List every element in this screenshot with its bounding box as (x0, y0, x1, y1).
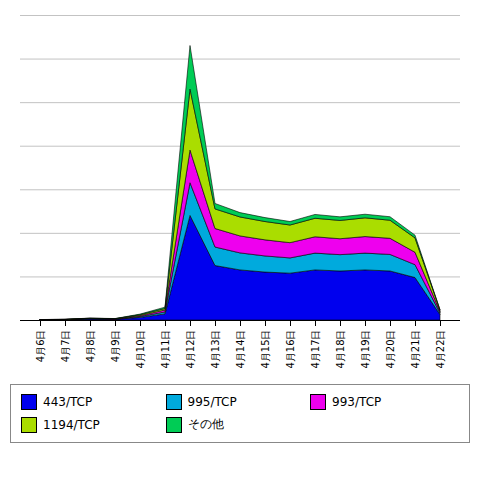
html-text:443/TCP: 443/TCP (43, 395, 93, 409)
svg-text:4月15日: 4月15日 (260, 330, 271, 369)
svg-text:4月7日: 4月7日 (60, 330, 71, 363)
svg-text:4月17日: 4月17日 (310, 330, 321, 369)
svg-text:4月13日: 4月13日 (210, 330, 221, 369)
svg-text:4月10日: 4月10日 (135, 330, 146, 369)
html-text:1194/TCP: 1194/TCP (43, 417, 100, 432)
svg-text:4月6日: 4月6日 (35, 330, 46, 363)
svg-text:4月11日: 4月11日 (160, 330, 171, 369)
svg-text:4月8日: 4月8日 (85, 330, 96, 363)
html-text:995/TCP: 995/TCP (187, 395, 237, 409)
svg-text:4月20日: 4月20日 (385, 330, 396, 369)
svg-text:4月16日: 4月16日 (285, 330, 296, 369)
svg-text:4月22日: 4月22日 (435, 330, 446, 369)
svg-text:4月9日: 4月9日 (110, 330, 121, 363)
svg-text:4月19日: 4月19日 (360, 330, 371, 369)
html-text:その他: その他 (187, 417, 224, 431)
svg-text:4月18日: 4月18日 (335, 330, 346, 369)
svg-text:4月21日: 4月21日 (410, 330, 421, 369)
html-text:993/TCP: 993/TCP (332, 395, 382, 409)
svg-text:4月12日: 4月12日 (185, 330, 196, 369)
svg-text:4月14日: 4月14日 (235, 330, 246, 369)
